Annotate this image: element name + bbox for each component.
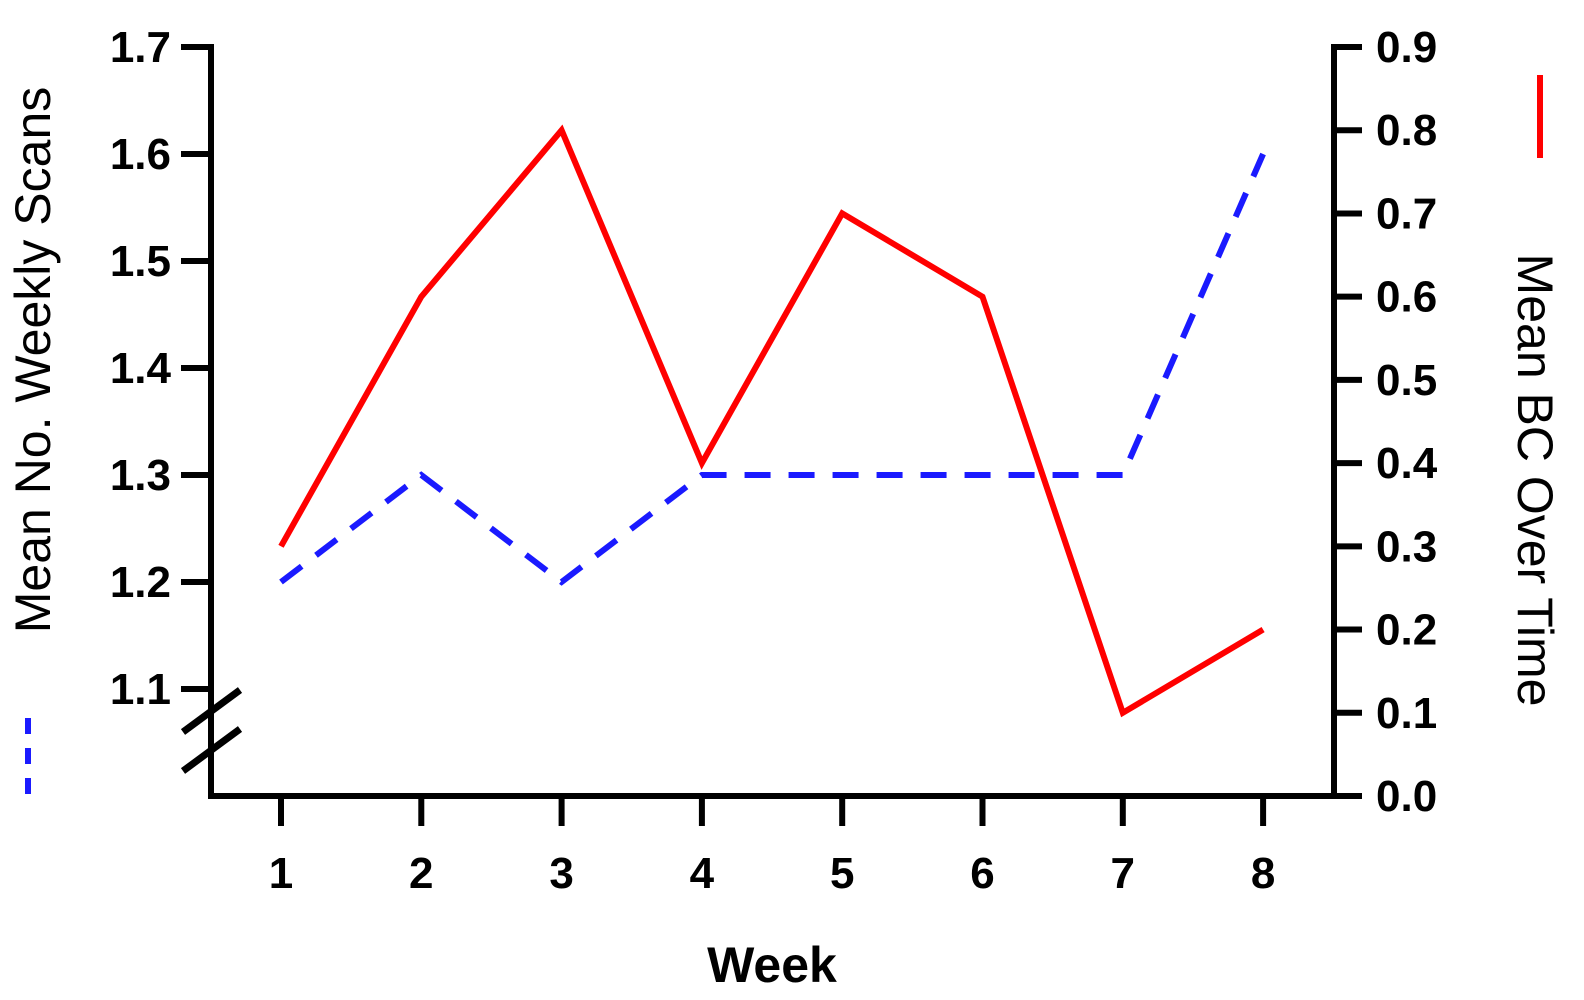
right-tick-label: 0.6 [1376, 273, 1437, 322]
left-tick-label: 1.2 [110, 558, 171, 607]
x-tick-label: 8 [1251, 849, 1275, 898]
x-tick-label: 2 [409, 849, 433, 898]
right-tick-label: 0.9 [1376, 23, 1437, 72]
right-tick-label: 0.7 [1376, 189, 1437, 238]
x-tick-label: 4 [690, 849, 715, 898]
right-axis-title: Mean BC Over Time [1507, 254, 1563, 707]
x-tick-label: 1 [269, 849, 293, 898]
left-tick-label: 1.6 [110, 130, 171, 179]
right-tick-label: 0.1 [1376, 689, 1437, 738]
left-axis-title: Mean No. Weekly Scans [5, 87, 61, 634]
right-tick-label: 0.8 [1376, 106, 1437, 155]
right-tick-label: 0.3 [1376, 522, 1437, 571]
left-tick-label: 1.7 [110, 23, 171, 72]
axes [180, 44, 1337, 799]
left-tick-label: 1.5 [110, 237, 171, 286]
left-tick-label: 1.1 [110, 665, 171, 714]
right-tick-label: 0.2 [1376, 606, 1437, 655]
x-tick-label: 6 [970, 849, 994, 898]
right-tick-label: 0.5 [1376, 356, 1437, 405]
axis-break-mark [180, 687, 243, 735]
x-tick-label: 5 [830, 849, 854, 898]
series-line-bc [278, 124, 1265, 718]
series-line-weekly-scans [279, 152, 1266, 586]
right-tick-label: 0.0 [1376, 772, 1437, 821]
x-tick-label: 3 [549, 849, 573, 898]
x-axis-title: Week [707, 937, 837, 993]
left-tick-label: 1.3 [110, 451, 171, 500]
left-tick-label: 1.4 [110, 344, 172, 393]
series-layer [278, 124, 1266, 718]
x-tick-label: 7 [1111, 849, 1135, 898]
axis-break-mark [180, 726, 243, 774]
ticks-layer: 1.1 1.2 1.3 1.4 1.5 1.6 1.7 0.0 0.1 0.2 0.3 0.4 0.5 0… [110, 23, 1438, 898]
right-tick-label: 0.4 [1376, 439, 1438, 488]
